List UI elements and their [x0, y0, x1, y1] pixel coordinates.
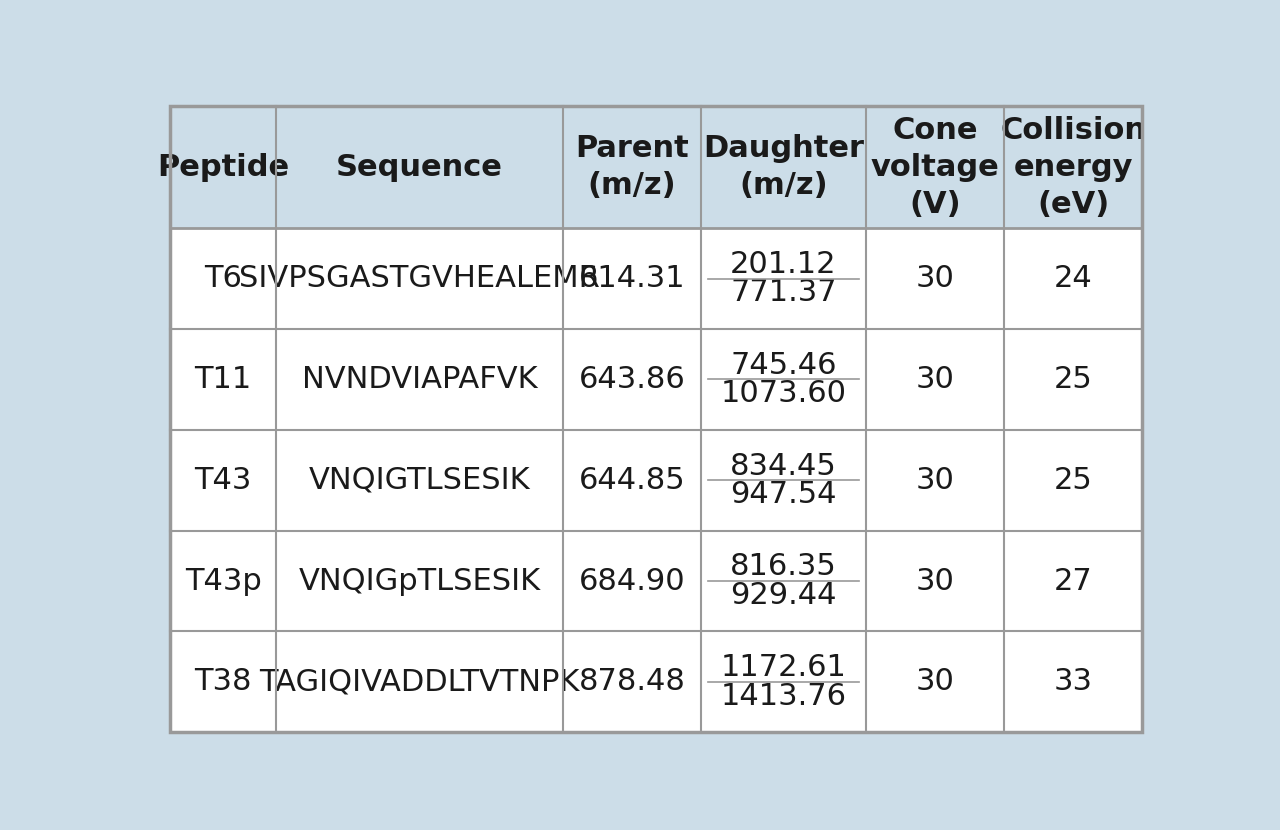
- Text: Parent
(m/z): Parent (m/z): [575, 134, 689, 200]
- Text: 30: 30: [915, 264, 955, 293]
- Text: 30: 30: [915, 466, 955, 495]
- Text: 1172.61: 1172.61: [721, 653, 846, 682]
- Bar: [170, 228, 1142, 329]
- Text: Collision
energy
(eV): Collision energy (eV): [1000, 115, 1146, 218]
- Text: 25: 25: [1053, 466, 1092, 495]
- Text: 1413.76: 1413.76: [721, 681, 846, 710]
- Text: 27: 27: [1053, 567, 1092, 596]
- Text: T38: T38: [195, 667, 252, 696]
- Text: VNQIGTLSESIK: VNQIGTLSESIK: [308, 466, 530, 495]
- Text: 25: 25: [1053, 365, 1092, 394]
- Text: 643.86: 643.86: [579, 365, 686, 394]
- Text: 929.44: 929.44: [731, 581, 837, 610]
- Text: 878.48: 878.48: [579, 667, 686, 696]
- Text: Sequence: Sequence: [337, 153, 503, 182]
- Text: Peptide: Peptide: [157, 153, 289, 182]
- Text: 644.85: 644.85: [579, 466, 685, 495]
- Text: NVNDVIAPAFVK: NVNDVIAPAFVK: [302, 365, 538, 394]
- Bar: [170, 632, 1142, 732]
- Text: 30: 30: [915, 365, 955, 394]
- Text: 745.46: 745.46: [731, 351, 837, 380]
- Text: 30: 30: [915, 567, 955, 596]
- Text: TAGIQIVADDLTVTNPK: TAGIQIVADDLTVTNPK: [260, 667, 580, 696]
- Text: 30: 30: [915, 667, 955, 696]
- Text: 834.45: 834.45: [730, 452, 837, 481]
- Text: T6: T6: [204, 264, 242, 293]
- Bar: [170, 530, 1142, 632]
- Text: 614.31: 614.31: [579, 264, 685, 293]
- Text: Cone
voltage
(V): Cone voltage (V): [870, 115, 1000, 218]
- Text: 201.12: 201.12: [731, 250, 837, 279]
- Text: Daughter
(m/z): Daughter (m/z): [703, 134, 864, 200]
- Text: 771.37: 771.37: [730, 278, 837, 307]
- Text: SIVPSGASTGVHEALEMR: SIVPSGASTGVHEALEMR: [239, 264, 600, 293]
- Text: VNQIGpTLSESIK: VNQIGpTLSESIK: [298, 567, 540, 596]
- Text: 684.90: 684.90: [579, 567, 685, 596]
- Text: T11: T11: [195, 365, 252, 394]
- Text: 24: 24: [1053, 264, 1092, 293]
- Text: 816.35: 816.35: [730, 553, 837, 582]
- Text: 1073.60: 1073.60: [721, 379, 846, 408]
- Text: 33: 33: [1053, 667, 1093, 696]
- Bar: [170, 430, 1142, 530]
- Bar: [170, 329, 1142, 430]
- Text: T43: T43: [195, 466, 252, 495]
- Text: T43p: T43p: [184, 567, 261, 596]
- Text: 947.54: 947.54: [731, 480, 837, 509]
